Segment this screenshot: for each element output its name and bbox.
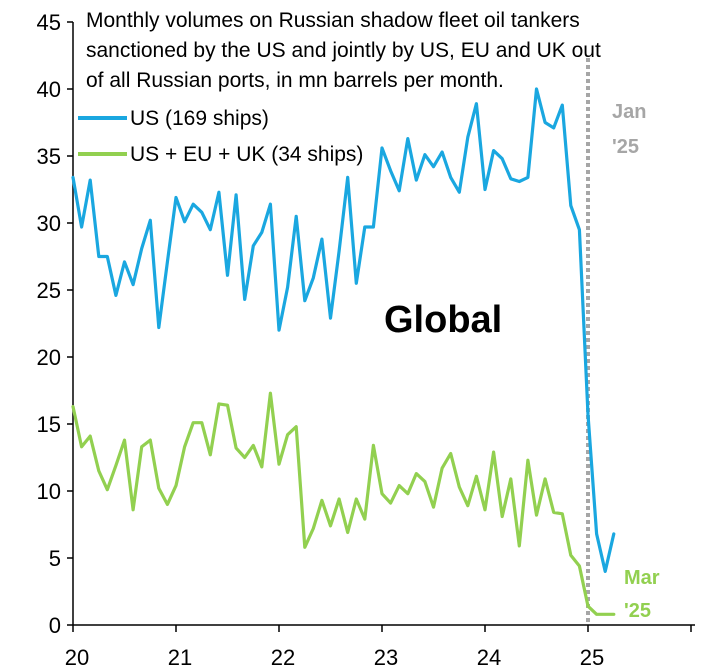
legend-label-us: US (169 ships) — [130, 107, 269, 130]
x-tick-label: 20 — [65, 645, 89, 670]
y-tick-label: 5 — [49, 546, 61, 571]
y-tick-label: 15 — [37, 412, 61, 437]
jan-25-label-line-1: Jan — [612, 101, 646, 123]
x-tick-label: 22 — [271, 645, 295, 670]
y-tick-label: 10 — [37, 479, 61, 504]
y-tick-label: 25 — [37, 278, 61, 303]
mar-25-label-line-1: Mar — [624, 567, 660, 589]
x-tick-label: 23 — [374, 645, 398, 670]
chart-title-line-2: sanctioned by the US and jointly by US, … — [86, 39, 601, 62]
series-line-us — [71, 87, 616, 573]
y-tick-label: 45 — [37, 10, 61, 35]
series-layer — [71, 87, 616, 616]
mar-25-label-line-2: '25 — [624, 600, 651, 622]
jan-25-label-line-2: '25 — [612, 136, 639, 158]
series-line-us-eu-uk — [71, 391, 616, 616]
chart-title-line-1: Monthly volumes on Russian shadow fleet … — [86, 9, 580, 32]
chart-title-line-3: of all Russian ports, in mn barrels per … — [86, 69, 504, 92]
x-axis-ticks: 20 21 22 23 24 25 — [65, 625, 692, 670]
y-axis-ticks: 0 5 10 15 20 25 30 35 40 45 — [37, 10, 73, 638]
y-tick-label: 35 — [37, 144, 61, 169]
x-tick-label: 24 — [477, 645, 501, 670]
region-label: Global — [384, 299, 502, 341]
y-tick-label: 0 — [49, 613, 61, 638]
y-tick-label: 40 — [37, 77, 61, 102]
x-tick-label: 21 — [168, 645, 192, 670]
legend-label-us-eu-uk: US + EU + UK (34 ships) — [130, 143, 363, 166]
y-tick-label: 30 — [37, 211, 61, 236]
y-tick-label: 20 — [37, 345, 61, 370]
x-tick-label: 25 — [580, 645, 604, 670]
